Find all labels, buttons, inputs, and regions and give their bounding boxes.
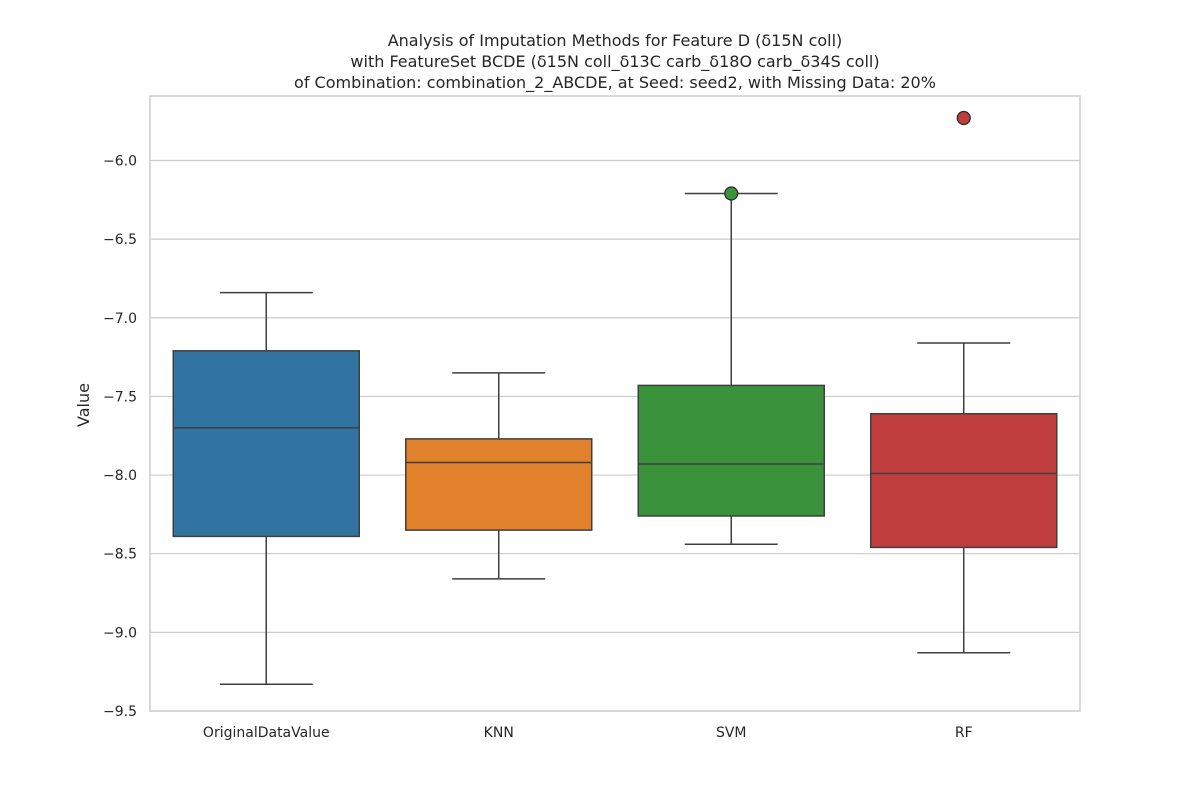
box-group <box>405 372 593 580</box>
y-tick-label: −9.5 <box>103 704 137 720</box>
x-tick-label: RF <box>955 725 973 741</box>
y-tick-label: −7.0 <box>103 311 137 327</box>
box-group <box>637 186 825 546</box>
y-gridlines <box>150 159 1080 633</box>
box-series <box>172 110 1058 686</box>
iqr-box <box>405 438 593 531</box>
outlier-point <box>956 110 971 126</box>
y-axis-ticks: −6.0 −6.5 −7.0 −7.5 −8.0 −8.5 −9.0 −9.5 <box>103 153 137 720</box>
y-tick-label: −6.5 <box>103 232 137 248</box>
x-tick-label: KNN <box>484 725 514 741</box>
box-group <box>172 291 360 686</box>
x-tick-label: SVM <box>716 725 747 741</box>
box-group <box>870 110 1058 654</box>
outlier-point <box>724 186 739 201</box>
chart-title-line-3: of Combination: combination_2_ABCDE, at … <box>294 73 936 93</box>
iqr-box <box>637 384 825 517</box>
y-tick-label: −8.5 <box>103 547 137 563</box>
chart-title: Analysis of Imputation Methods for Featu… <box>294 31 936 93</box>
chart-title-line-2: with FeatureSet BCDE (δ15N coll_δ13C car… <box>350 52 879 72</box>
y-tick-label: −7.5 <box>103 389 137 405</box>
y-axis-label: Value <box>74 383 93 427</box>
y-tick-label: −8.0 <box>103 468 137 484</box>
x-axis-ticks: OriginalDataValue KNN SVM RF <box>203 725 973 741</box>
y-tick-label: −6.0 <box>103 153 137 169</box>
y-tick-label: −9.0 <box>103 625 137 641</box>
x-tick-label: OriginalDataValue <box>203 725 330 741</box>
iqr-box <box>870 412 1058 549</box>
chart-title-line-1: Analysis of Imputation Methods for Featu… <box>388 31 843 50</box>
iqr-box <box>172 350 360 538</box>
